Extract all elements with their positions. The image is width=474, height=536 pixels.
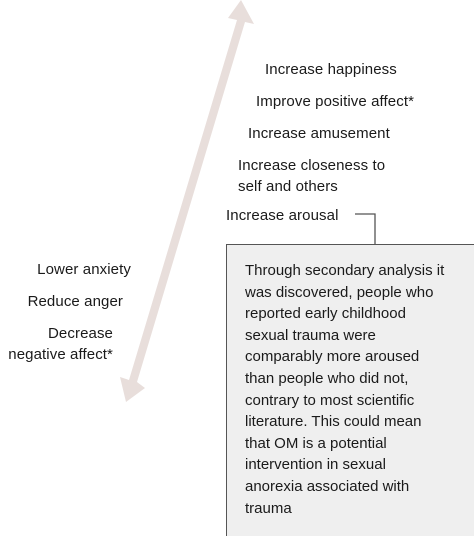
label-decrease-negative-affect: Decrease negative affect* xyxy=(8,325,113,363)
connector-line xyxy=(355,213,376,244)
note-box: Through secondary analysis it was discov… xyxy=(226,244,474,536)
label-improve-positive-affect: Improve positive affect* xyxy=(256,93,415,110)
label-increase-happiness: Increase happiness xyxy=(265,61,397,78)
label-increase-arousal: Increase arousal xyxy=(226,207,339,224)
arrow-shape xyxy=(120,0,254,402)
label-increase-amusement: Increase amusement xyxy=(248,125,390,142)
label-increase-closeness: Increase closeness to self and others xyxy=(238,157,386,195)
label-reduce-anger: Reduce anger xyxy=(27,293,123,310)
label-lower-anxiety: Lower anxiety xyxy=(37,261,131,278)
note-text: Through secondary analysis it was discov… xyxy=(245,262,445,517)
